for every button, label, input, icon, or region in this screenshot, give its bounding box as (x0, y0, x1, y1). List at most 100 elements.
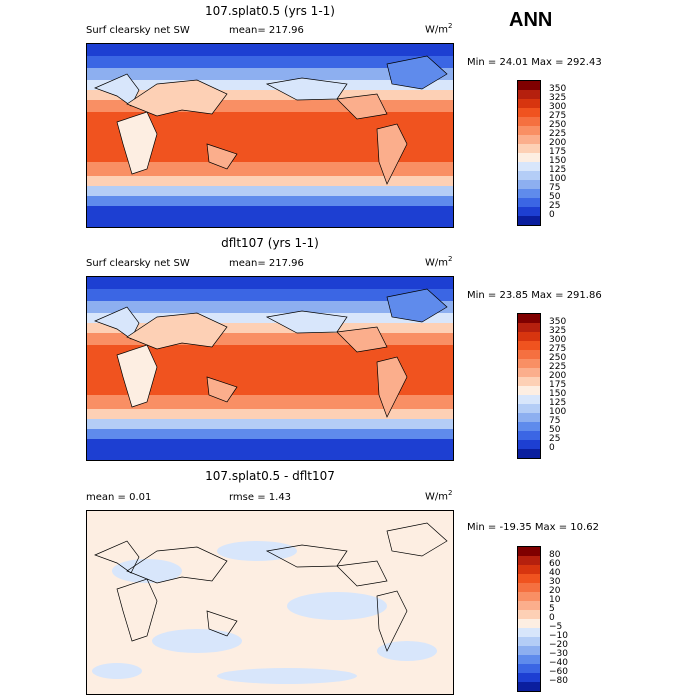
colorbar-swatch (518, 440, 540, 449)
colorbar-tick-label: 100 (549, 174, 567, 184)
colorbar-swatch (518, 583, 540, 592)
colorbar-swatch (518, 664, 540, 673)
colorbar-swatch (518, 655, 540, 664)
panel3-title: 107.splat0.5 - dflt107 (205, 469, 335, 483)
colorbar-swatch (518, 207, 540, 216)
panel3-map-svg (87, 511, 453, 694)
colorbar-tick-label: 350 (549, 317, 567, 327)
colorbar-swatch (518, 628, 540, 637)
colorbar-tick-label: −30 (549, 649, 568, 659)
panel3-units: W/m2 (425, 489, 453, 503)
colorbar-swatch (518, 431, 540, 440)
colorbar-tick-label: −80 (549, 676, 568, 686)
colorbar-swatch (518, 350, 540, 359)
panel2-units: W/m2 (425, 255, 453, 269)
colorbar-swatch (518, 216, 540, 225)
colorbar-swatch (518, 377, 540, 386)
panel3-map (86, 510, 454, 695)
colorbar-swatch (518, 162, 540, 171)
colorbar-tick-label: −40 (549, 658, 568, 668)
colorbar-swatch (518, 359, 540, 368)
colorbar-swatch (518, 323, 540, 332)
colorbar-tick-label: −20 (549, 640, 568, 650)
colorbar-tick-label: 275 (549, 344, 567, 354)
panel1-colorbar-ticks: 350 325 300 275 250 225 200 175 150 125 100 75 50 25 0 (549, 80, 589, 226)
panel2-map (86, 276, 454, 461)
colorbar-tick-label: 80 (549, 550, 561, 560)
colorbar-tick-label: 225 (549, 362, 567, 372)
panel1-units: W/m2 (425, 22, 453, 36)
colorbar-swatch (518, 314, 540, 323)
colorbar-swatch (518, 422, 540, 431)
colorbar-swatch (518, 404, 540, 413)
colorbar-swatch (518, 171, 540, 180)
panel3-colorbar-ticks: 80 60 40 30 20 10 5 0 −5 −10 −20 −30 −40 −60 −80 (549, 546, 589, 692)
colorbar-swatch (518, 180, 540, 189)
colorbar-swatch (518, 565, 540, 574)
colorbar-tick-label: 125 (549, 398, 567, 408)
colorbar-tick-label: 200 (549, 371, 567, 381)
panel3-rmse: rmse = 1.43 (229, 492, 292, 503)
panel2-mean: mean= 217.96 (229, 258, 304, 269)
colorbar-swatch (518, 153, 540, 162)
panel1-mean: mean= 217.96 (229, 25, 304, 36)
colorbar-tick-label: 150 (549, 156, 567, 166)
panel3-mean: mean = 0.01 (86, 492, 152, 503)
panel2-map-svg (87, 277, 453, 460)
colorbar-swatch (518, 413, 540, 422)
colorbar-tick-label: 50 (549, 425, 561, 435)
colorbar-tick-label: 175 (549, 380, 567, 390)
colorbar-swatch (518, 610, 540, 619)
panel2-minmax: Min = 23.85 Max = 291.86 (467, 290, 602, 301)
colorbar-swatch (518, 547, 540, 556)
colorbar-swatch (518, 189, 540, 198)
colorbar-swatch (518, 386, 540, 395)
panel1-colorbar (517, 80, 541, 226)
colorbar-tick-label: 250 (549, 120, 567, 130)
colorbar-tick-label: 0 (549, 210, 555, 220)
colorbar-swatch (518, 144, 540, 153)
panel1-map (86, 43, 454, 228)
colorbar-swatch (518, 556, 540, 565)
colorbar-swatch (518, 81, 540, 90)
colorbar-tick-label: −10 (549, 631, 568, 641)
colorbar-swatch (518, 341, 540, 350)
colorbar-tick-label: 60 (549, 559, 561, 569)
colorbar-swatch (518, 673, 540, 682)
colorbar-tick-label: −5 (549, 622, 563, 632)
colorbar-tick-label: 225 (549, 129, 567, 139)
colorbar-swatch (518, 198, 540, 207)
colorbar-tick-label: 300 (549, 102, 567, 112)
colorbar-tick-label: 20 (549, 586, 561, 596)
colorbar-tick-label: 25 (549, 434, 561, 444)
panel1-variable: Surf clearsky net SW (86, 25, 190, 36)
colorbar-tick-label: 325 (549, 326, 567, 336)
colorbar-swatch (518, 126, 540, 135)
colorbar-tick-label: 0 (549, 613, 555, 623)
colorbar-swatch (518, 592, 540, 601)
colorbar-swatch (518, 619, 540, 628)
colorbar-tick-label: 325 (549, 93, 567, 103)
colorbar-swatch (518, 90, 540, 99)
colorbar-swatch (518, 135, 540, 144)
colorbar-tick-label: 25 (549, 201, 561, 211)
colorbar-swatch (518, 368, 540, 377)
colorbar-tick-label: 75 (549, 416, 561, 426)
panel2-colorbar (517, 313, 541, 459)
colorbar-tick-label: 5 (549, 604, 555, 614)
colorbar-swatch (518, 574, 540, 583)
panel1-title: 107.splat0.5 (yrs 1-1) (205, 4, 335, 18)
colorbar-tick-label: 250 (549, 353, 567, 363)
colorbar-tick-label: 175 (549, 147, 567, 157)
colorbar-tick-label: 40 (549, 568, 561, 578)
panel2-colorbar-ticks: 350 325 300 275 250 225 200 175 150 125 100 75 50 25 0 (549, 313, 589, 459)
colorbar-swatch (518, 682, 540, 691)
panel1-map-svg (87, 44, 453, 227)
panel2-variable: Surf clearsky net SW (86, 258, 190, 269)
colorbar-swatch (518, 99, 540, 108)
colorbar-swatch (518, 646, 540, 655)
season-label: ANN (509, 9, 553, 31)
colorbar-swatch (518, 449, 540, 458)
panel1-minmax: Min = 24.01 Max = 292.43 (467, 57, 602, 68)
colorbar-tick-label: 50 (549, 192, 561, 202)
